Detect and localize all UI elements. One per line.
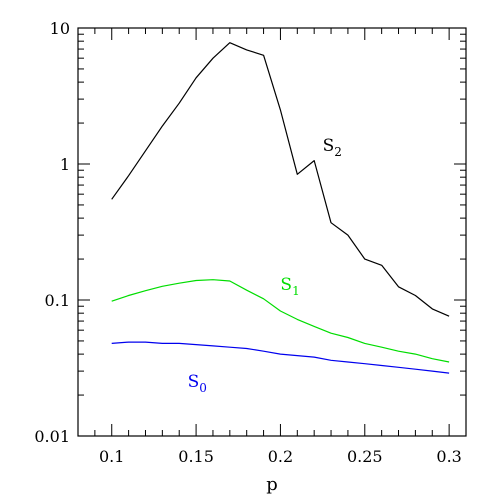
- x-axis-label: p: [266, 474, 278, 495]
- x-tick-label: 0.2: [268, 447, 293, 466]
- series-line-s1: [111, 279, 450, 363]
- y-tick-label: 0.1: [45, 291, 70, 310]
- series-line-s0: [111, 341, 450, 374]
- axis-tick-labels: 0.1 0.15 0.2 0.25 0.3 0.01 0.1 1 10: [34, 19, 461, 466]
- x-tick-label: 0.1: [99, 447, 124, 466]
- series-line-s2: [111, 42, 450, 317]
- series-label-s2: S2: [323, 136, 342, 159]
- x-tick-label: 0.25: [347, 447, 383, 466]
- series-label-s0: S0: [188, 372, 207, 395]
- y-tick-label: 0.01: [34, 427, 70, 446]
- series-labels: S2 S1 S0: [188, 136, 342, 395]
- x-tick-label: 0.3: [436, 447, 461, 466]
- y-tick-label: 1: [60, 155, 70, 174]
- plot-frame: [77, 27, 467, 437]
- axis-ticks: [77, 28, 467, 437]
- series-label-s1: S1: [280, 275, 299, 298]
- series-lines: [111, 42, 450, 374]
- y-tick-label: 10: [50, 19, 70, 38]
- x-tick-label: 0.15: [178, 447, 214, 466]
